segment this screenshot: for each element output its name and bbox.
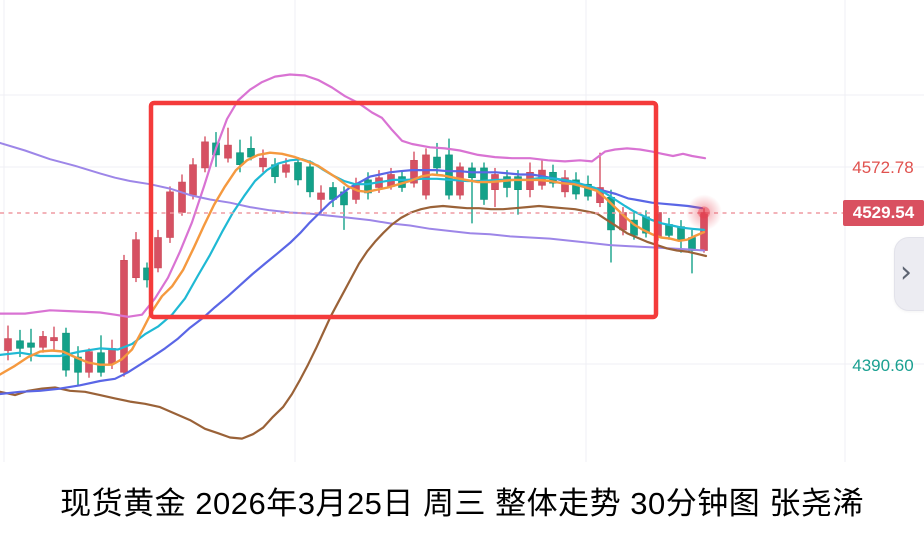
candlestick-chart-canvas[interactable]: 4572.78 4529.54 4390.60 › (0, 0, 924, 462)
chart-caption: 现货黄金 2026年3月25日 周三 整体走势 30分钟图 张尧浠 (0, 462, 924, 538)
chevron-right-icon: › (900, 254, 912, 290)
panel-expand-tab[interactable]: › (894, 237, 924, 311)
price-label-high: 4572.78 (852, 158, 914, 177)
current-price-tag: 4529.54 (843, 200, 924, 226)
price-label-low: 4390.60 (852, 356, 914, 376)
chart-plot[interactable] (0, 0, 924, 462)
